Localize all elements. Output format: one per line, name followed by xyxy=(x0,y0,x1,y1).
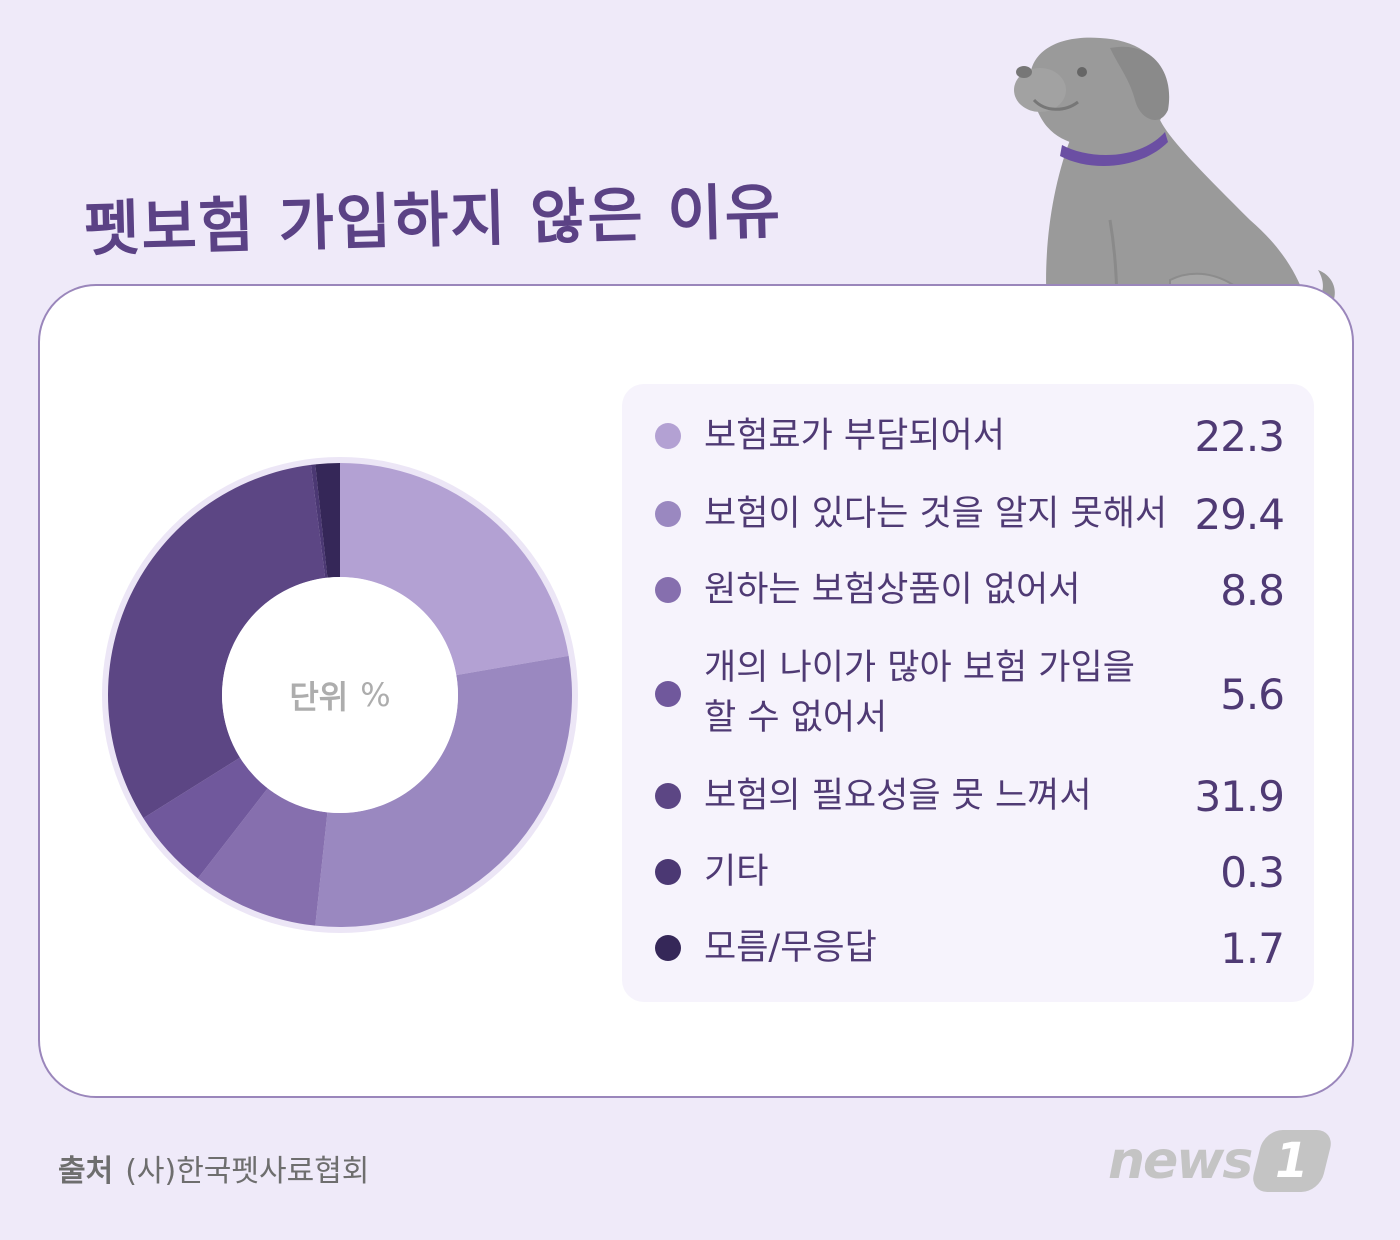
source-key: 출처 xyxy=(58,1154,114,1189)
legend-item: 개의 나이가 많아 보험 가입을 할 수 없어서 5.6 xyxy=(622,642,1314,746)
logo-badge: 1 xyxy=(1249,1130,1336,1192)
logo-badge-text: 1 xyxy=(1275,1133,1309,1189)
legend-item: 보험의 필요성을 못 느껴서 31.9 xyxy=(622,771,1314,821)
donut-slice xyxy=(315,655,572,927)
legend-value: 8.8 xyxy=(1220,565,1285,615)
unit-label: 단위 % xyxy=(95,450,585,940)
legend-item: 보험이 있다는 것을 알지 못해서 29.4 xyxy=(622,489,1314,539)
legend-label: 보험이 있다는 것을 알지 못해서 xyxy=(704,494,1168,534)
legend-value: 0.3 xyxy=(1220,847,1285,897)
donut-svg xyxy=(102,457,578,933)
legend-item: 모름/무응답 1.7 xyxy=(622,923,1314,973)
source-note: 출처 (사)한국펫사료협회 xyxy=(58,1146,369,1190)
legend-dot xyxy=(655,577,681,603)
donut-slice xyxy=(107,464,326,819)
news1-logo: news 1 xyxy=(1108,1130,1336,1192)
legend-label: 원하는 보험상품이 없어서 xyxy=(704,570,1081,610)
legend-item: 기타 0.3 xyxy=(622,847,1314,897)
donut-slice xyxy=(310,464,328,578)
logo-word: news xyxy=(1108,1131,1253,1191)
legend-value: 22.3 xyxy=(1194,411,1285,461)
legend-dot xyxy=(655,423,681,449)
legend-item: 보험료가 부담되어서 22.3 xyxy=(622,411,1314,461)
legend-label: 모름/무응답 xyxy=(704,928,877,968)
donut-slice xyxy=(197,788,328,926)
legend-panel: 보험료가 부담되어서 22.3 보험이 있다는 것을 알지 못해서 29.4 원… xyxy=(622,384,1314,1002)
chart-title: 펫보험 가입하지 않은 이유 xyxy=(83,176,783,266)
donut-hole xyxy=(222,577,458,813)
legend-dot xyxy=(655,935,681,961)
donut-chart: 단위 % xyxy=(95,450,585,940)
legend-value: 1.7 xyxy=(1220,923,1285,973)
legend-label: 보험의 필요성을 못 느껴서 xyxy=(704,776,1092,816)
legend-value: 31.9 xyxy=(1194,771,1285,821)
legend-item: 원하는 보험상품이 없어서 8.8 xyxy=(622,565,1314,615)
legend-label: 개의 나이가 많아 보험 가입을 xyxy=(704,648,1135,688)
legend-dot xyxy=(655,681,681,707)
legend-label-line2: 할 수 없어서 xyxy=(704,698,888,738)
donut-slice xyxy=(143,757,268,879)
legend-dot xyxy=(655,501,681,527)
donut-slice xyxy=(315,463,340,578)
legend-value: 5.6 xyxy=(1220,669,1285,719)
legend-label: 기타 xyxy=(704,852,769,892)
legend-value: 29.4 xyxy=(1194,489,1285,539)
legend-dot xyxy=(655,859,681,885)
unit-symbol: % xyxy=(360,676,391,714)
donut-slice xyxy=(340,463,569,676)
legend-label: 보험료가 부담되어서 xyxy=(704,416,1005,456)
legend-dot xyxy=(655,783,681,809)
unit-text: 단위 xyxy=(289,678,349,716)
source-value: (사)한국펫사료협회 xyxy=(125,1154,370,1189)
